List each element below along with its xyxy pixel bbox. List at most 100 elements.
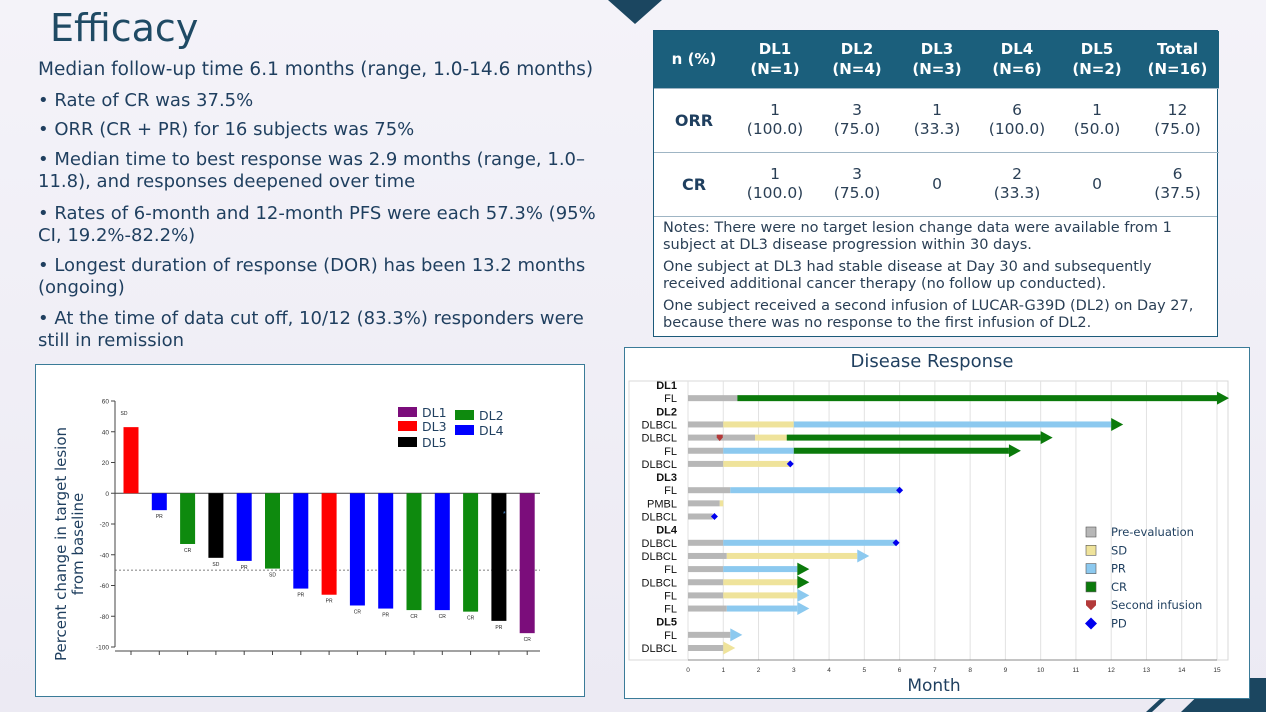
row-label: DLBCL <box>642 433 677 445</box>
bar-12 <box>434 493 450 611</box>
segment-pre <box>688 539 724 546</box>
header-cell: n (%) <box>654 31 734 88</box>
note-1: Notes: There were no target lesion chang… <box>663 220 1172 253</box>
note-2: One subject at DL3 had stable disease at… <box>663 259 1152 292</box>
row-label: DLBCL <box>642 419 677 431</box>
legend-swatch-cr <box>1085 581 1097 593</box>
group-label: DL5 <box>656 617 677 629</box>
x-tick-label: 1 <box>721 667 725 674</box>
y-axis-label: Percent change in target lesionfrom base… <box>52 427 87 661</box>
plot-area <box>628 380 1229 661</box>
x-tick-label: 8 <box>968 667 972 674</box>
arrow-pr <box>857 549 870 563</box>
x-tick-label: 13 <box>1143 667 1151 674</box>
row-label: DLBCL <box>642 512 677 524</box>
pd-marker <box>896 486 904 494</box>
segment-pre <box>688 605 727 612</box>
page-title: Efficacy <box>50 6 199 50</box>
pd-marker <box>786 460 794 468</box>
bar-label: SD <box>212 562 219 568</box>
bar-label: CR <box>354 609 362 615</box>
table-cell: 1 (100.0) <box>734 151 816 216</box>
table-row: ORR 1 (100.0) 3 (75.0) 1 (33.3) 6 (100.0) 1(… <box>654 87 1219 152</box>
table-row: CR 1 (100.0) 3 (75.0) 0 2 (33.3) 0 6 (37.5) <box>654 151 1219 216</box>
asterisk-marker: * <box>503 511 506 518</box>
segment-pre <box>688 566 724 573</box>
segment-pr <box>723 447 794 454</box>
legend-label-dl2: DL2 <box>479 408 504 423</box>
x-tick-label: 4 <box>827 667 831 674</box>
legend-swatch-dl3 <box>398 421 417 431</box>
legend-label-dl1: DL1 <box>422 405 447 420</box>
row-label: CR <box>654 151 734 216</box>
segment-pre <box>688 552 727 559</box>
bar-5 <box>236 493 252 561</box>
header-cell: DL5 (N=2) <box>1058 31 1136 88</box>
y-tick-label: 40 <box>102 429 110 436</box>
segment-pr <box>793 421 1112 428</box>
bar-15 <box>519 493 535 634</box>
bullet-remission: • At the time of data cut off, 10/12 (83… <box>38 308 584 351</box>
legend-swatch-dl2 <box>455 410 474 420</box>
segment-pr <box>723 539 897 546</box>
legend-label-dl4: DL4 <box>479 423 504 438</box>
bar-label: CR <box>467 616 475 622</box>
row-label: FL <box>664 446 677 458</box>
bullet-time-to-response: • Median time to best response was 2.9 m… <box>38 149 585 192</box>
segment-pre <box>688 421 724 428</box>
x-tick-label: 14 <box>1178 667 1186 674</box>
table-cell: 12 (75.0) <box>1136 87 1219 152</box>
y-tick-label: -100 <box>96 645 109 652</box>
bullet-orr: • ORR (CR + PR) for 16 subjects was 75% <box>38 119 415 140</box>
x-tick-label: 5 <box>863 667 867 674</box>
waterfall-svg: 60 40 20 0 -20 -40 -60 -80 -100 Percent change in… <box>52 399 540 661</box>
x-tick-label: 6 <box>898 667 902 674</box>
segment-sd <box>723 460 791 467</box>
bar-8 <box>321 493 337 595</box>
arrow-cr <box>1217 391 1229 405</box>
bar-label: PR <box>297 593 304 599</box>
chart-title: Disease Response <box>851 351 1014 372</box>
y-tick-label: -20 <box>100 522 110 529</box>
bar-label: CR <box>184 548 192 554</box>
bar-7 <box>293 493 309 589</box>
table-notes: Notes: There were no target lesion chang… <box>654 216 1217 336</box>
legend-swatch-dl4 <box>455 425 474 435</box>
segment-sd <box>726 552 858 559</box>
group-label: DL2 <box>656 406 677 418</box>
bar-13 <box>463 493 479 612</box>
intro-text: Median follow-up time 6.1 months (range,… <box>38 59 594 80</box>
second-infusion-marker <box>716 434 723 442</box>
swimmer-chart: Disease Response 0 1 2 3 4 5 6 7 8 9 10 11 12 13 14 15 Mo… <box>624 347 1250 699</box>
legend-swatch-sd <box>1085 545 1097 556</box>
group-label: DL1 <box>656 380 677 392</box>
bar-1 <box>123 427 139 494</box>
legend-marker-pd <box>1085 617 1097 630</box>
x-tick-label: 11 <box>1073 667 1080 674</box>
y-axis-label-line1: Percent change in target lesion <box>52 427 70 661</box>
legend-swatch-dl1 <box>398 407 417 417</box>
legend-label-pr: PR <box>1111 562 1126 576</box>
table-cell: 0 <box>898 151 976 216</box>
arrow-pr <box>797 602 810 616</box>
legend-swatch-pr <box>1085 563 1097 574</box>
segment-sd <box>755 434 787 441</box>
bar-label: PR <box>156 514 163 520</box>
response-table: n (%) DL1 (N=1) DL2 (N=4) DL3 (N=3) DL4 (N=6… <box>653 30 1219 337</box>
table-cell: 1 (33.3) <box>898 87 976 152</box>
bar-6 <box>265 493 280 569</box>
row-label: DLBCL <box>642 459 677 471</box>
segment-pre <box>688 395 738 402</box>
x-tick-label: 9 <box>1004 667 1008 674</box>
table-header-row: n (%) DL1 (N=1) DL2 (N=4) DL3 (N=3) DL4 (N=6… <box>654 31 1219 88</box>
segment-cr <box>793 447 1009 454</box>
bullet-cr-rate: • Rate of CR was 37.5% <box>38 90 254 111</box>
x-tick-label: 2 <box>757 667 761 674</box>
pd-marker <box>710 513 718 520</box>
arrow-cr <box>1111 417 1124 431</box>
y-axis-label-line2: from baseline <box>69 493 87 596</box>
legend-label-dl3: DL3 <box>422 419 447 434</box>
segment-pre <box>688 592 724 599</box>
group-label: DL3 <box>656 472 677 484</box>
